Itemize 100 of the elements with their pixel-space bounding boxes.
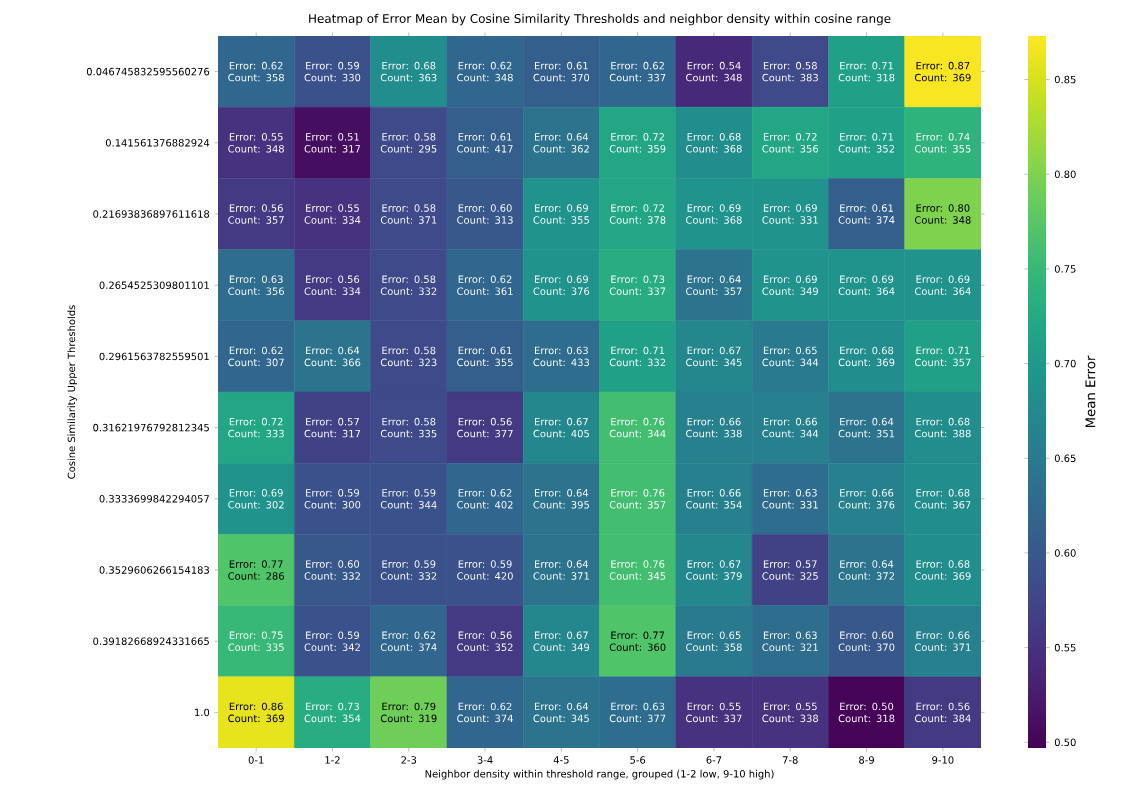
data-label: Error: 0.58 Count: 383 (762, 61, 818, 82)
color-bar-label: 0.85 (1054, 75, 1076, 84)
data-label: Error: 0.69 Count: 331 (762, 204, 818, 224)
data-label: Error: 0.65 Count: 344 (762, 346, 819, 367)
color-bar-label: 0.50 (1054, 738, 1076, 747)
y-tick-label: 0.2961563782559501 (99, 352, 209, 361)
x-tick-label: 7-8 (782, 756, 798, 764)
data-label: Error: 0.51 Count: 317 (304, 133, 361, 153)
x-tick-label: 8-9 (859, 756, 874, 764)
data-label: Error: 0.80 Count: 348 (914, 204, 971, 224)
color-bar-label: 0.60 (1054, 549, 1076, 557)
data-label: Error: 0.66 Count: 376 (838, 489, 895, 509)
data-label: Error: 0.68 Count: 369 (914, 560, 971, 580)
x-tick-label: 3-4 (477, 756, 493, 764)
y-tick-label: 0.31621976792812345 (93, 423, 209, 432)
data-label: Error: 0.57 Count: 325 (762, 560, 818, 580)
data-label: Error: 0.61 Count: 417 (457, 133, 513, 153)
data-label: Error: 0.69 Count: 364 (914, 275, 971, 295)
data-label: Error: 0.55 Count: 338 (762, 702, 819, 723)
x-tick-label: 4-5 (553, 756, 569, 764)
data-label: Error: 0.67 Count: 345 (686, 346, 742, 367)
data-label: Error: 0.59 Count: 300 (304, 489, 361, 509)
y-tick-label: 0.141561376882924 (105, 139, 210, 147)
data-label: Error: 0.62 Count: 307 (228, 346, 284, 367)
data-label: Error: 0.56 Count: 334 (304, 275, 361, 295)
y-axis-title: Cosine Similarity Upper Thresholds (67, 305, 78, 479)
data-label: Error: 0.68 Count: 368 (686, 133, 742, 153)
data-label: Error: 0.62 Count: 358 (228, 61, 284, 82)
data-label: Error: 0.87 Count: 369 (914, 61, 971, 82)
data-label: Error: 0.69 Count: 349 (762, 275, 819, 295)
data-label: Error: 0.72 Count: 356 (762, 133, 819, 153)
data-label: Error: 0.68 Count: 388 (914, 417, 971, 438)
data-label: Error: 0.60 Count: 370 (838, 631, 895, 651)
color-bar-label: 0.80 (1054, 170, 1076, 179)
x-tick-label: 0-1 (248, 756, 264, 764)
data-label: Error: 0.62 Count: 374 (380, 631, 437, 651)
data-label: Error: 0.79 Count: 319 (380, 702, 437, 723)
data-label: Error: 0.69 Count: 376 (533, 275, 590, 295)
color-bar-label: 0.70 (1054, 359, 1076, 368)
color-bar-title: Mean Error (1085, 355, 1096, 428)
data-label: Error: 0.66 Count: 354 (686, 489, 742, 509)
data-label: Error: 0.60 Count: 332 (304, 560, 360, 580)
data-label: Error: 0.72 Count: 378 (609, 204, 666, 224)
data-label: Error: 0.71 Count: 332 (609, 346, 666, 367)
chart-title: Heatmap of Error Mean by Cosine Similarity Thresholds and neighbor density within cosine range (309, 13, 891, 26)
data-label: Error: 0.73 Count: 354 (304, 702, 361, 723)
data-label: Error: 0.55 Count: 337 (686, 702, 742, 723)
data-label: Error: 0.55 Count: 334 (304, 204, 361, 224)
x-tick-label: 6-7 (706, 756, 722, 764)
color-bar-label: 0.65 (1054, 454, 1076, 463)
data-label: Error: 0.62 Count: 361 (457, 275, 513, 295)
data-label: Error: 0.76 Count: 345 (609, 560, 666, 580)
color-bar-label: 0.75 (1054, 265, 1076, 273)
y-tick-label: 0.2654525309801101 (99, 281, 209, 289)
data-label: Error: 0.63 Count: 356 (228, 275, 284, 295)
data-label: Error: 0.69 Count: 364 (838, 275, 895, 295)
data-label: Error: 0.63 Count: 321 (762, 631, 818, 651)
data-label: Error: 0.54 Count: 348 (686, 61, 742, 82)
data-label: Error: 0.67 Count: 405 (533, 417, 589, 438)
data-label: Error: 0.73 Count: 337 (609, 275, 666, 295)
data-label: Error: 0.61 Count: 355 (457, 346, 513, 367)
y-tick-label: 0.39182668924331665 (93, 637, 209, 645)
data-label: Error: 0.64 Count: 371 (533, 560, 589, 580)
data-label: Error: 0.59 Count: 420 (457, 560, 513, 580)
data-label: Error: 0.71 Count: 357 (914, 346, 971, 367)
data-label: Error: 0.62 Count: 348 (457, 61, 513, 82)
data-label: Error: 0.58 Count: 332 (380, 275, 437, 295)
data-label: Error: 0.64 Count: 357 (686, 275, 742, 295)
data-label: Error: 0.76 Count: 357 (609, 489, 666, 509)
data-label: Error: 0.57 Count: 317 (304, 417, 361, 438)
data-label: Error: 0.60 Count: 313 (457, 204, 513, 224)
data-label: Error: 0.71 Count: 352 (838, 133, 895, 153)
data-label: Error: 0.64 Count: 362 (533, 133, 589, 153)
data-label: Error: 0.64 Count: 366 (304, 346, 361, 367)
data-label: Error: 0.76 Count: 344 (609, 417, 666, 438)
data-label: Error: 0.66 Count: 344 (762, 417, 819, 438)
data-label: Error: 0.58 Count: 295 (380, 133, 437, 153)
data-label: Error: 0.65 Count: 358 (686, 631, 742, 651)
y-tick-label: 0.3333699842294057 (99, 495, 209, 503)
data-label: Error: 0.59 Count: 342 (304, 631, 360, 651)
data-label: Error: 0.77 Count: 360 (609, 631, 666, 651)
data-label: Error: 0.64 Count: 395 (533, 489, 589, 509)
data-label: Error: 0.68 Count: 369 (838, 346, 895, 367)
x-tick-label: 5-6 (630, 756, 646, 764)
data-label: Error: 0.59 Count: 332 (380, 560, 437, 580)
data-label: Error: 0.64 Count: 351 (838, 417, 895, 438)
data-label: Error: 0.69 Count: 368 (686, 204, 742, 224)
data-label: Error: 0.61 Count: 370 (533, 61, 590, 82)
y-tick-label: 0.21693836897611618 (93, 210, 210, 218)
data-label: Error: 0.68 Count: 367 (914, 489, 971, 509)
data-label: Error: 0.67 Count: 379 (686, 560, 742, 580)
data-label: Error: 0.86 Count: 369 (228, 702, 284, 723)
data-label: Error: 0.58 Count: 323 (380, 346, 437, 367)
x-tick-label: 1-2 (325, 756, 340, 764)
y-tick-label: 0.046745832595560276 (86, 67, 210, 76)
y-tick-label: 0.3529606266154183 (99, 566, 209, 574)
data-label: Error: 0.69 Count: 355 (533, 204, 589, 224)
data-label: Error: 0.58 Count: 335 (380, 417, 437, 438)
x-tick-label: 9-10 (932, 756, 954, 764)
x-axis-title: Neighbor density within threshold range, grouped (1-2 low, 9-10 high) (425, 769, 774, 780)
